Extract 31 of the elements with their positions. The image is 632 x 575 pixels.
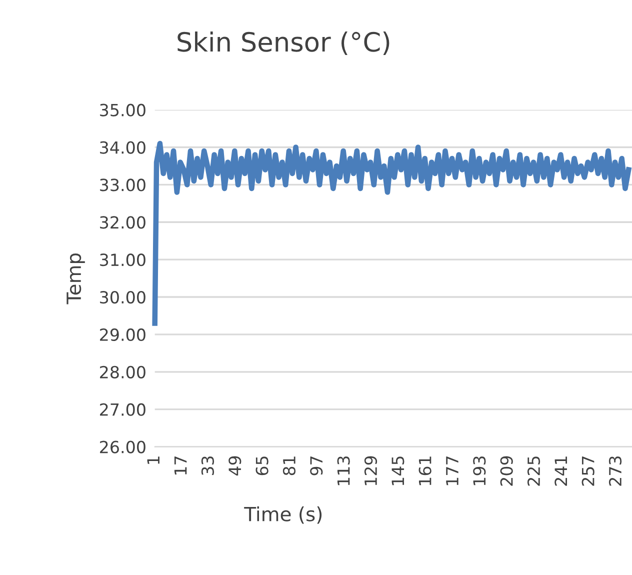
x-tick-label: 145 [392,456,404,486]
x-tick-label: 161 [418,456,432,486]
x-tick-label: 97 [310,456,323,476]
x-tick-label: 65 [256,456,268,476]
x-axis-title: Time (s) [244,506,322,524]
x-tick-label: 209 [500,456,513,486]
y-tick-label: 32.00 [100,216,146,229]
x-tick-label: 273 [608,456,622,486]
x-tick-label: 33 [201,456,214,476]
y-tick-label: 31.00 [100,254,146,266]
x-tick-label: 113 [337,456,350,486]
x-tick-label: 129 [364,456,378,486]
x-tick-label: 81 [282,456,296,476]
y-tick-label: 26.00 [100,440,146,454]
y-tick-label: 34.00 [100,141,146,154]
x-tick-label: 257 [582,456,594,486]
x-tick-label: 1 [147,456,160,464]
chart-title: Skin Sensor (°C) [178,31,390,55]
y-tick-label: 28.00 [100,366,146,378]
y-tick-label: 35.00 [100,104,146,116]
x-tick-label: 49 [228,456,242,476]
x-tick-label: 177 [446,456,458,486]
x-tick-label: 193 [473,456,486,486]
y-axis-title: Temp [66,253,85,304]
y-tick-label: 30.00 [100,290,146,304]
x-tick-label: 17 [174,456,187,474]
x-tick-label: 225 [527,456,540,486]
y-tick-label: 33.00 [100,178,146,192]
y-tick-label: 29.00 [100,328,146,342]
x-tick-label: 241 [554,456,567,486]
y-tick-label: 27.00 [100,403,146,416]
